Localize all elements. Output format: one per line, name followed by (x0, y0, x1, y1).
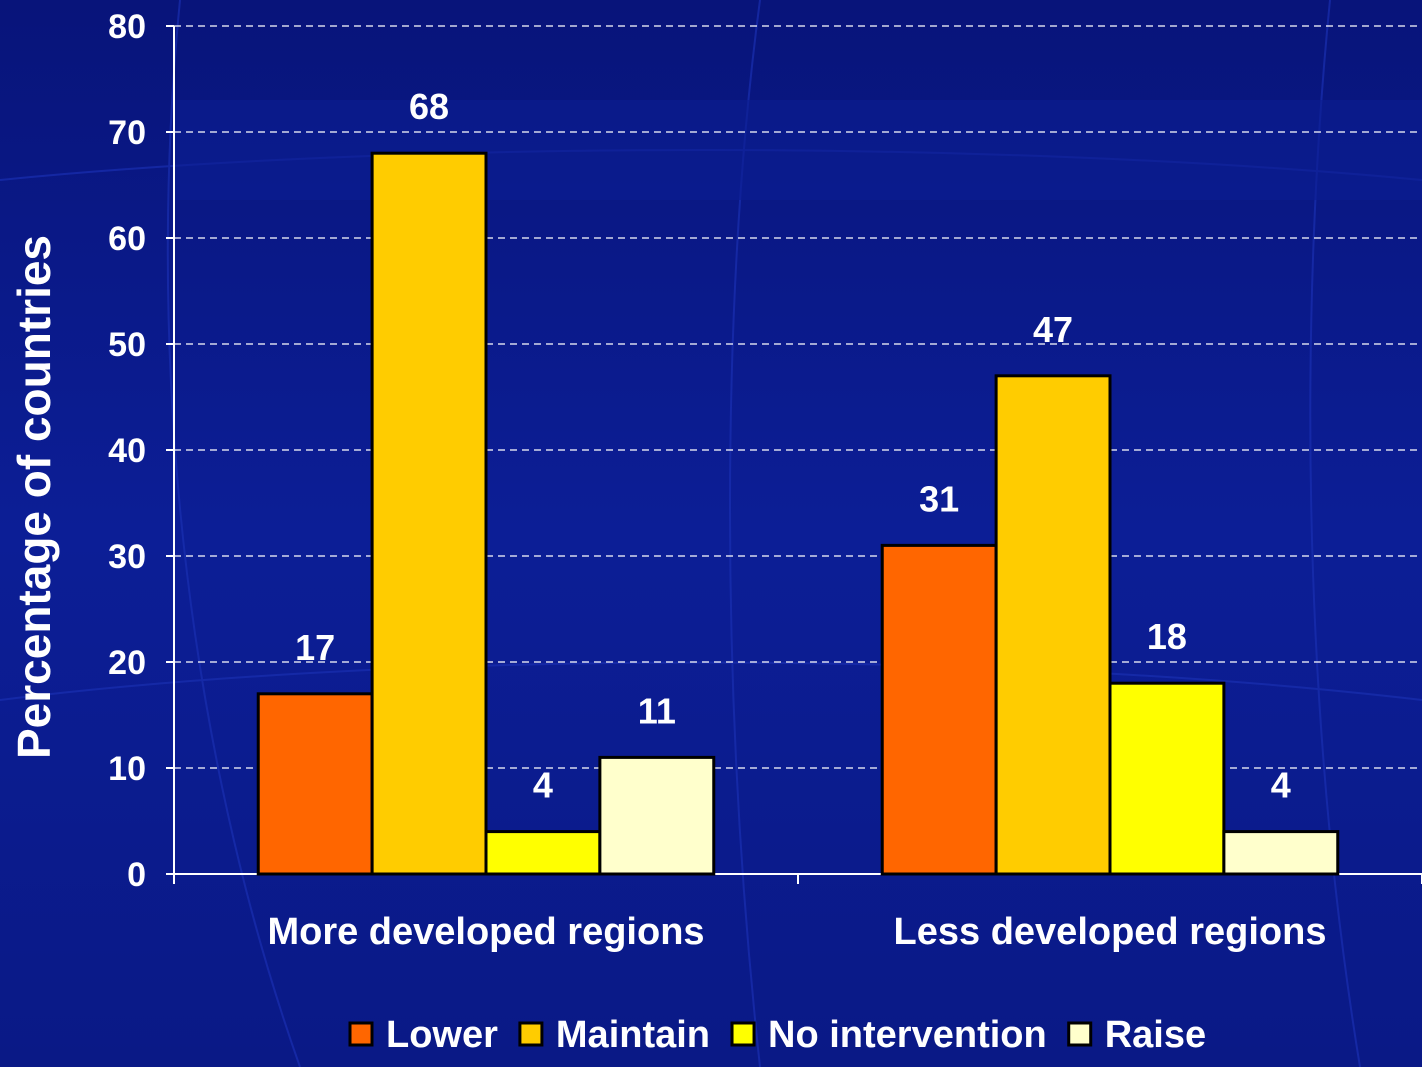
bar-raise (598, 755, 716, 876)
y-tick-label: 60 (108, 220, 146, 258)
y-tick-label: 0 (127, 856, 146, 894)
data-label: 17 (295, 627, 335, 668)
y-axis-title: Percentage of countries (8, 235, 60, 759)
bar-no-intervention (484, 830, 602, 876)
y-tick-label: 50 (108, 326, 146, 364)
y-tick-labels: 0 10 20 30 40 50 60 70 80 (108, 8, 146, 894)
data-label: 11 (638, 690, 676, 731)
legend: Lower Maintain No intervention Raise (348, 1014, 1206, 1056)
bars (256, 151, 1340, 876)
legend-label: Raise (1105, 1014, 1206, 1056)
bar-maintain (994, 374, 1112, 876)
data-label: 31 (919, 478, 959, 519)
y-tick-label: 80 (108, 8, 146, 46)
data-labels: 17 68 4 11 31 47 18 4 (295, 86, 1291, 805)
legend-swatch (348, 1021, 374, 1047)
y-tick-label: 40 (108, 432, 146, 470)
legend-swatch (1067, 1021, 1093, 1047)
data-label: 4 (533, 765, 553, 806)
data-label: 68 (409, 86, 449, 127)
bar-lower (256, 692, 374, 876)
category-label: More developed regions (267, 911, 704, 953)
legend-label: Lower (386, 1014, 498, 1056)
y-tick-label: 30 (108, 538, 146, 576)
legend-label: Maintain (556, 1014, 710, 1056)
bar-maintain (370, 151, 488, 876)
bar-raise (1222, 830, 1340, 876)
bar-no-intervention (1108, 681, 1226, 876)
category-labels: More developed regions Less developed reg… (267, 911, 1326, 953)
bar-lower (880, 543, 998, 876)
legend-label: No intervention (768, 1014, 1047, 1056)
legend-swatch (518, 1021, 544, 1047)
y-tick-label: 70 (108, 114, 146, 152)
category-label: Less developed regions (894, 911, 1327, 953)
data-label: 18 (1147, 616, 1187, 657)
y-tick-label: 10 (108, 750, 146, 788)
y-tick-label: 20 (108, 644, 146, 682)
data-label: 47 (1033, 309, 1073, 350)
legend-swatch (730, 1021, 756, 1047)
data-label: 4 (1271, 765, 1291, 806)
